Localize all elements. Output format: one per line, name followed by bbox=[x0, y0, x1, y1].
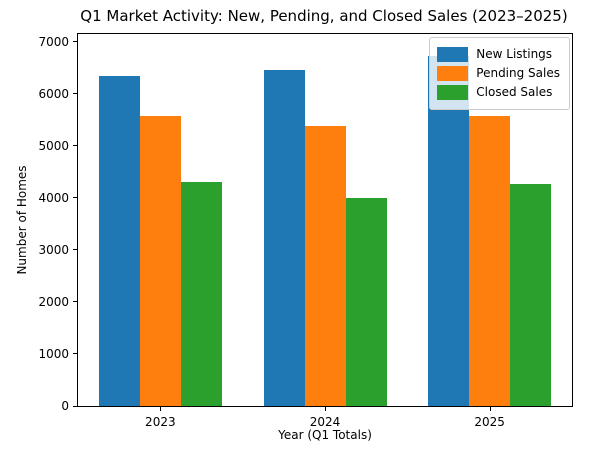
legend-swatch-icon bbox=[437, 47, 469, 62]
y-tick-mark bbox=[73, 197, 77, 199]
bar-2024-new-listings bbox=[263, 70, 305, 406]
y-tick-label: 2000 bbox=[38, 294, 69, 309]
bar-2023-pending-sales bbox=[139, 116, 181, 406]
legend-item: Closed Sales bbox=[437, 85, 560, 100]
plot-area: Number of Homes 0 1000 2000 3000 4000 5000 600… bbox=[15, 33, 573, 442]
legend-item: Pending Sales bbox=[437, 66, 560, 81]
bar-2023-closed-sales bbox=[180, 182, 222, 406]
legend-swatch-icon bbox=[437, 66, 469, 81]
chart-title: Q1 Market Activity: New, Pending, and Cl… bbox=[80, 7, 568, 25]
bar-2025-closed-sales bbox=[510, 184, 552, 406]
y-tick-mark bbox=[73, 249, 77, 251]
legend-item: New Listings bbox=[437, 47, 560, 62]
x-tick-mark bbox=[160, 407, 162, 411]
y-tick-label: 0 bbox=[61, 399, 69, 413]
x-tick-mark bbox=[489, 407, 491, 411]
legend: New Listings Pending Sales Closed Sales bbox=[429, 37, 570, 110]
x-tick-label: 2024 bbox=[309, 415, 341, 429]
x-axis-label: Year (Q1 Totals) bbox=[278, 428, 372, 442]
y-tick-label: 6000 bbox=[38, 86, 69, 101]
y-tick-mark bbox=[73, 353, 77, 355]
y-tick-mark bbox=[73, 93, 77, 95]
legend-label: Closed Sales bbox=[476, 85, 553, 99]
legend-label: New Listings bbox=[476, 47, 553, 61]
y-tick-label: 1000 bbox=[38, 346, 69, 361]
x-tick-label: 2025 bbox=[474, 415, 505, 429]
y-tick-mark bbox=[73, 145, 77, 147]
bar-2024-pending-sales bbox=[304, 126, 346, 406]
y-axis-label: Number of Homes bbox=[15, 165, 29, 275]
y-tick-mark bbox=[73, 301, 77, 303]
y-tick-label: 5000 bbox=[38, 138, 69, 153]
x-tick-label: 2023 bbox=[145, 415, 176, 429]
y-tick-mark bbox=[73, 41, 77, 43]
legend-label: Pending Sales bbox=[476, 66, 560, 80]
x-tick-mark bbox=[325, 407, 326, 411]
y-tick-label: 3000 bbox=[38, 242, 69, 257]
bar-2023-new-listings bbox=[98, 76, 140, 406]
y-tick-label: 7000 bbox=[38, 34, 69, 49]
legend-swatch-icon bbox=[437, 85, 469, 100]
y-tick-mark bbox=[73, 405, 77, 407]
bar-2024-closed-sales bbox=[345, 198, 387, 406]
bar-2025-pending-sales bbox=[469, 116, 511, 406]
y-tick-label: 4000 bbox=[38, 190, 69, 205]
bar-2025-new-listings bbox=[428, 56, 470, 406]
